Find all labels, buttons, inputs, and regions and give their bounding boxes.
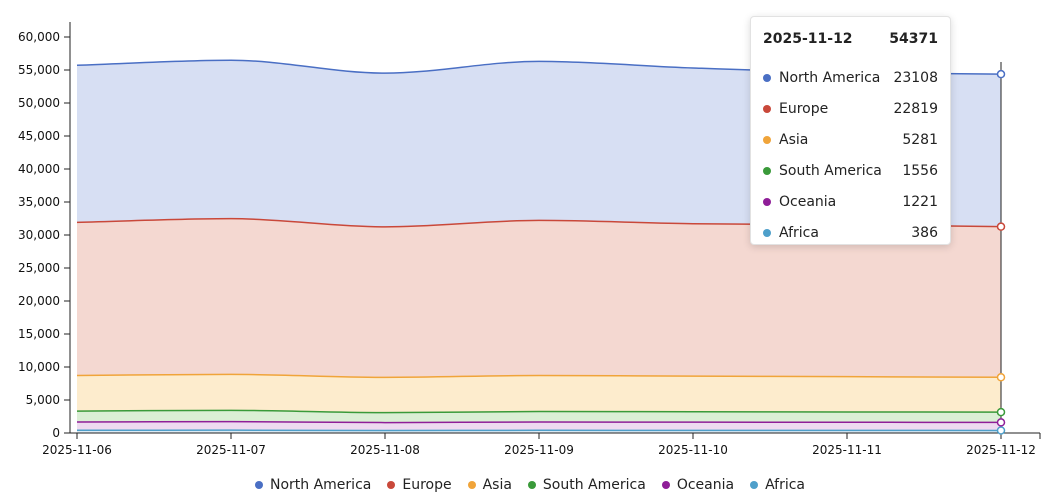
- hover-marker-north-america: [996, 69, 1006, 79]
- tooltip-series-name: Asia: [779, 131, 809, 148]
- area-south-america: [77, 410, 1001, 423]
- tooltip-row-south-america: South America 1556: [763, 155, 938, 186]
- legend-dot-icon: [254, 481, 263, 489]
- line-oceania: [76, 420, 1002, 424]
- area-oceania: [77, 421, 1001, 431]
- tooltip-series-name: Africa: [779, 224, 819, 241]
- x-tick-label: 2025-11-08: [350, 443, 420, 457]
- tooltip-row-north-america: North America 23108: [763, 62, 938, 93]
- tooltip-series-value: 1556: [902, 162, 938, 179]
- y-tick-label: 30,000: [18, 228, 60, 242]
- y-tick-label: 10,000: [18, 360, 60, 374]
- x-tick-label: 2025-11-12: [966, 443, 1036, 457]
- tooltip-dot-icon: [763, 104, 771, 113]
- legend-dot-icon: [467, 481, 476, 489]
- y-tick-label: 15,000: [18, 327, 60, 341]
- legend-dot-icon: [527, 481, 536, 489]
- hover-marker-south-america: [996, 407, 1006, 417]
- tooltip-row-africa: Africa 386: [763, 217, 938, 248]
- x-tick-label: 2025-11-11: [812, 443, 882, 457]
- chart-legend: North America Europe Asia South America …: [0, 474, 1060, 496]
- y-tick-label: 50,000: [18, 96, 60, 110]
- tooltip-total: 54371: [889, 31, 938, 47]
- legend-dot-icon: [661, 481, 670, 489]
- tooltip-series-name: North America: [779, 69, 881, 86]
- y-tick-label: 25,000: [18, 261, 60, 275]
- legend-item-oceania[interactable]: Oceania: [661, 477, 735, 493]
- hover-marker-europe: [996, 222, 1006, 231]
- tooltip-dot-icon: [763, 135, 771, 144]
- tooltip-series-value: 386: [911, 224, 938, 241]
- tooltip-row-europe: Europe 22819: [763, 93, 938, 124]
- chart-tooltip: 2025-11-12 54371 North America 23108 Eur…: [750, 16, 951, 245]
- x-tick-label: 2025-11-10: [658, 443, 728, 457]
- y-tick-label: 5,000: [26, 393, 60, 407]
- tooltip-dot-icon: [763, 73, 771, 82]
- legend-label: Asia: [482, 477, 512, 493]
- y-tick-label: 40,000: [18, 162, 60, 176]
- hover-marker-asia: [996, 373, 1006, 382]
- legend-item-north-america[interactable]: North America: [254, 477, 372, 493]
- y-tick-label: 55,000: [18, 63, 60, 77]
- y-tick-label: 35,000: [18, 195, 60, 209]
- tooltip-date: 2025-11-12: [763, 31, 853, 47]
- tooltip-row-oceania: Oceania 1221: [763, 186, 938, 217]
- tooltip-row-asia: Asia 5281: [763, 124, 938, 155]
- tooltip-series-value: 1221: [902, 193, 938, 210]
- legend-dot-icon: [387, 481, 396, 489]
- tooltip-dot-icon: [763, 228, 771, 237]
- x-tick-label: 2025-11-07: [196, 443, 266, 457]
- y-tick-label: 45,000: [18, 129, 60, 143]
- y-tick-label: 20,000: [18, 294, 60, 308]
- tooltip-series-name: Europe: [779, 100, 829, 117]
- x-tick-label: 2025-11-09: [504, 443, 574, 457]
- legend-label: North America: [269, 477, 372, 493]
- legend-item-africa[interactable]: Africa: [750, 477, 805, 493]
- legend-label: South America: [542, 477, 646, 493]
- legend-item-europe[interactable]: Europe: [387, 477, 452, 493]
- tooltip-series-value: 23108: [893, 69, 938, 86]
- line-asia: [76, 373, 1002, 379]
- tooltip-dot-icon: [763, 197, 771, 206]
- legend-label: Oceania: [676, 477, 735, 493]
- line-south-america: [76, 409, 1002, 414]
- legend-item-south-america[interactable]: South America: [527, 477, 646, 493]
- area-asia: [77, 374, 1001, 413]
- area-europe: [77, 218, 1001, 378]
- tooltip-header: 2025-11-12 54371: [763, 31, 938, 51]
- tooltip-series-name: Oceania: [779, 193, 837, 210]
- legend-label: Africa: [765, 477, 806, 493]
- y-tick-label: 60,000: [18, 30, 60, 44]
- legend-dot-icon: [750, 481, 759, 489]
- legend-item-asia[interactable]: Asia: [467, 477, 512, 493]
- y-tick-label: 0: [52, 426, 60, 440]
- hover-marker-africa: [996, 426, 1006, 435]
- legend-label: Europe: [402, 477, 452, 493]
- x-tick-label: 2025-11-06: [42, 443, 112, 457]
- tooltip-series-name: South America: [779, 162, 882, 179]
- hover-marker-oceania: [996, 418, 1006, 427]
- tooltip-series-value: 22819: [893, 100, 938, 117]
- tooltip-dot-icon: [763, 166, 771, 175]
- tooltip-series-value: 5281: [902, 131, 938, 148]
